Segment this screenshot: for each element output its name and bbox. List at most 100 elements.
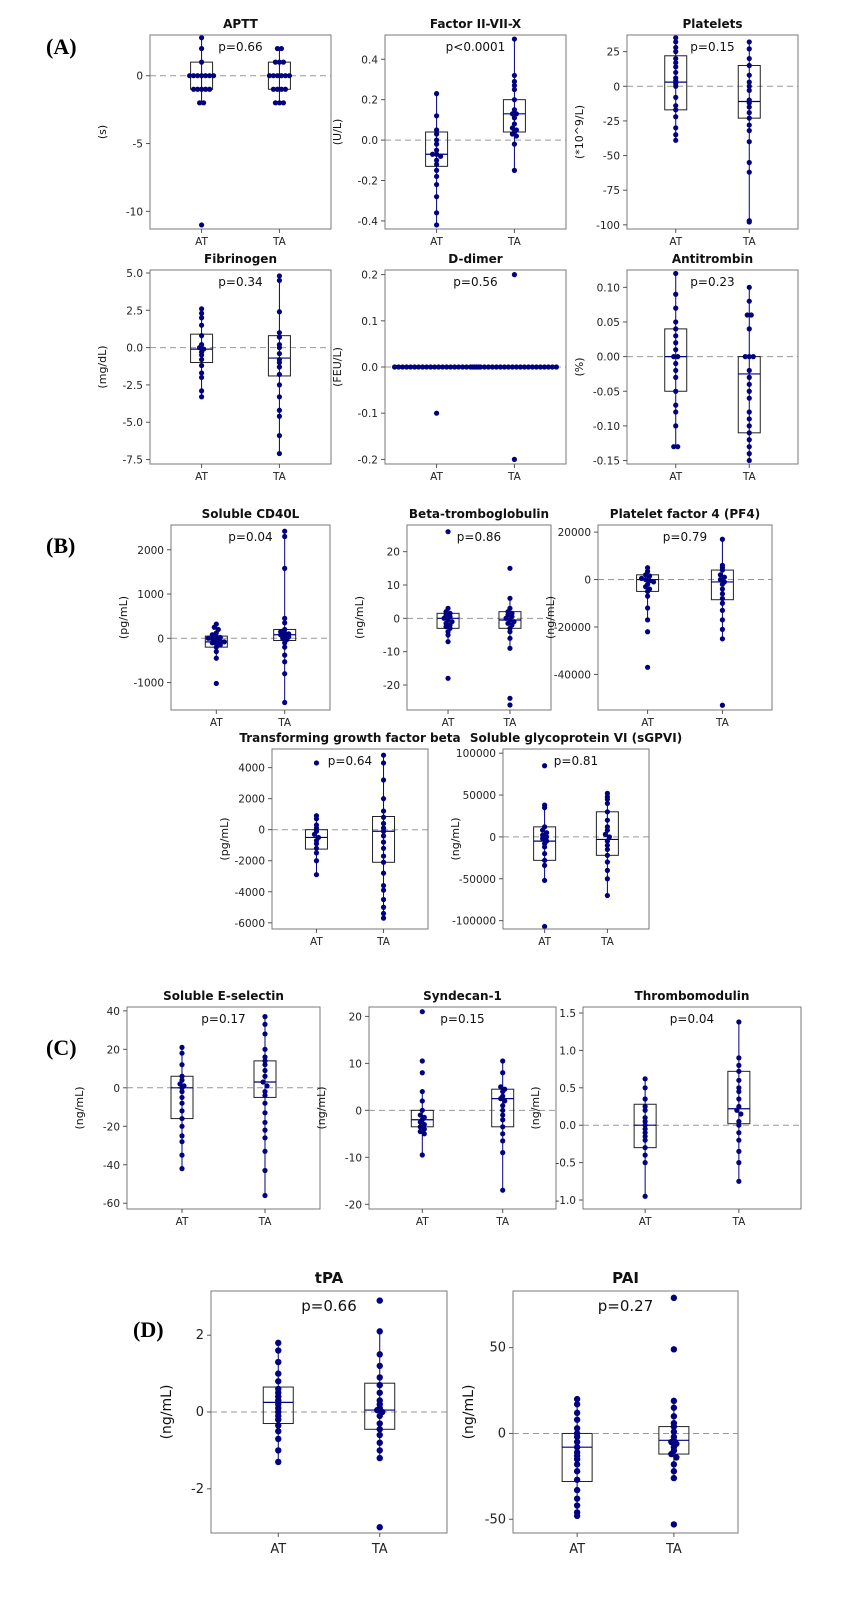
- data-point: [190, 73, 197, 79]
- data-point: [217, 642, 223, 648]
- data-point: [500, 1070, 506, 1076]
- data-point: [276, 450, 283, 457]
- data-point: [380, 896, 387, 903]
- x-tick-label: AT: [639, 1216, 652, 1228]
- data-point: [573, 1395, 581, 1403]
- data-point: [736, 1088, 742, 1095]
- data-point: [675, 444, 681, 450]
- p-value: p=0.04: [670, 1012, 714, 1026]
- data-point: [604, 852, 610, 858]
- data-point: [736, 1118, 742, 1125]
- data-point: [473, 364, 480, 370]
- data-point: [542, 763, 548, 769]
- data-point: [511, 121, 518, 127]
- panel-title: Transforming growth factor beta: [239, 731, 460, 745]
- data-point: [642, 1107, 648, 1113]
- data-point: [282, 640, 288, 646]
- data-point: [541, 364, 548, 370]
- data-point: [549, 364, 556, 370]
- data-point: [196, 345, 203, 351]
- data-point: [266, 73, 273, 79]
- data-point: [186, 73, 193, 79]
- x-tick-label: AT: [569, 1542, 585, 1557]
- data-point: [736, 1130, 742, 1136]
- data-point: [537, 364, 544, 370]
- y-tick-label: 2000: [137, 545, 164, 557]
- data-point: [417, 1128, 423, 1135]
- data-point: [395, 364, 402, 370]
- y-tick-label: -40: [103, 1160, 120, 1172]
- data-point: [673, 39, 679, 45]
- x-tick-label: TA: [277, 717, 292, 729]
- data-point: [509, 131, 516, 137]
- panel-12: Syndecan-1 p=0.15 20 10 0 -10 -20 AT TA (ng/mL): [315, 989, 557, 1228]
- data-point: [209, 636, 215, 642]
- data-point: [736, 1160, 742, 1166]
- data-point: [403, 364, 410, 370]
- data-point: [642, 1076, 648, 1082]
- data-point: [276, 394, 283, 400]
- data-point: [213, 655, 219, 661]
- data-point: [455, 364, 462, 370]
- data-point: [221, 639, 227, 645]
- data-point: [650, 579, 657, 585]
- panel-title: Syndecan-1: [423, 989, 502, 1003]
- y-tick-label: 20000: [558, 527, 591, 539]
- panel-title: tPA: [315, 1269, 344, 1287]
- y-tick-label: -0.15: [593, 456, 620, 468]
- data-point: [673, 374, 679, 380]
- data-point: [275, 1428, 282, 1435]
- data-point: [606, 834, 612, 840]
- plot-frame: [149, 34, 332, 230]
- data-point: [736, 1055, 742, 1061]
- data-point: [276, 273, 283, 279]
- data-point: [642, 1085, 648, 1091]
- data-point: [417, 1112, 423, 1118]
- data-point: [276, 59, 283, 65]
- data-point: [179, 1073, 185, 1079]
- data-point: [282, 533, 288, 540]
- data-point: [744, 312, 750, 318]
- data-point: [276, 364, 283, 370]
- data-point: [719, 591, 726, 597]
- data-point: [573, 1433, 581, 1441]
- data-point: [433, 161, 440, 167]
- y-tick-label: 0.05: [597, 317, 620, 329]
- data-point: [433, 137, 440, 143]
- data-point: [642, 1133, 648, 1140]
- data-point: [511, 456, 518, 462]
- data-point: [282, 615, 288, 621]
- data-point: [433, 91, 440, 97]
- data-point: [282, 659, 288, 665]
- data-point: [380, 915, 387, 921]
- data-point: [734, 1107, 740, 1113]
- data-point: [540, 835, 546, 842]
- data-point: [673, 49, 679, 55]
- y-axis-label: (mg/dL): [96, 345, 109, 388]
- data-point: [262, 1021, 268, 1027]
- data-point: [179, 1115, 185, 1122]
- data-point: [542, 851, 548, 857]
- data-point: [670, 1468, 678, 1475]
- y-axis-label: (ng/mL): [544, 596, 557, 639]
- data-point: [604, 838, 610, 844]
- data-point: [313, 816, 320, 822]
- data-point: [542, 877, 548, 884]
- y-tick-label: 0.2: [361, 270, 378, 282]
- data-point: [419, 1107, 425, 1113]
- p-value: p=0.79: [663, 530, 707, 544]
- data-point: [489, 364, 496, 370]
- data-point: [573, 1486, 581, 1494]
- data-point: [717, 576, 724, 583]
- data-point: [198, 45, 205, 52]
- data-point: [376, 1447, 383, 1454]
- data-point: [275, 1347, 282, 1354]
- data-point: [441, 615, 447, 621]
- data-point: [746, 354, 752, 360]
- data-point: [262, 1110, 268, 1116]
- data-point: [719, 595, 726, 602]
- y-tick-label: 0: [157, 633, 164, 645]
- data-point: [545, 364, 552, 370]
- plot-frame: [384, 34, 567, 230]
- data-point: [313, 858, 320, 864]
